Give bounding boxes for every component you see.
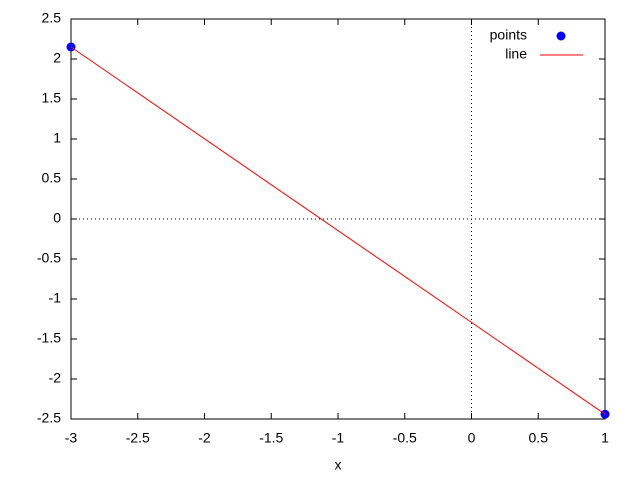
x-axis-label: x xyxy=(335,457,342,473)
legend-swatch xyxy=(556,31,566,41)
legend-label: points xyxy=(490,27,527,43)
y-tick-label: -1.5 xyxy=(37,330,61,346)
x-tick-label: -2 xyxy=(198,430,211,446)
x-tick-label: -1.5 xyxy=(259,430,283,446)
x-tick-label: -1 xyxy=(332,430,345,446)
y-tick-label: 0 xyxy=(53,210,61,226)
plot-frame xyxy=(70,18,606,420)
x-tick-label: -0.5 xyxy=(393,430,417,446)
x-tick-label: 0.5 xyxy=(529,430,549,446)
y-tick-label: 2.5 xyxy=(42,10,62,26)
y-tick-label: -2.5 xyxy=(37,410,61,426)
x-tick-label: -3 xyxy=(65,430,78,446)
y-tick-label: 2 xyxy=(53,50,61,66)
x-tick-label: 0 xyxy=(468,430,476,446)
y-tick-label: -2 xyxy=(49,370,62,386)
x-tick-label: 1 xyxy=(601,430,609,446)
y-tick-label: -0.5 xyxy=(37,250,61,266)
y-tick-label: 0.5 xyxy=(42,170,62,186)
x-tick-label: -2.5 xyxy=(126,430,150,446)
y-tick-label: 1.5 xyxy=(42,90,62,106)
y-tick-label: 1 xyxy=(53,130,61,146)
y-tick-label: -1 xyxy=(49,290,62,306)
series-line xyxy=(70,46,606,415)
legend-label: line xyxy=(505,46,527,62)
